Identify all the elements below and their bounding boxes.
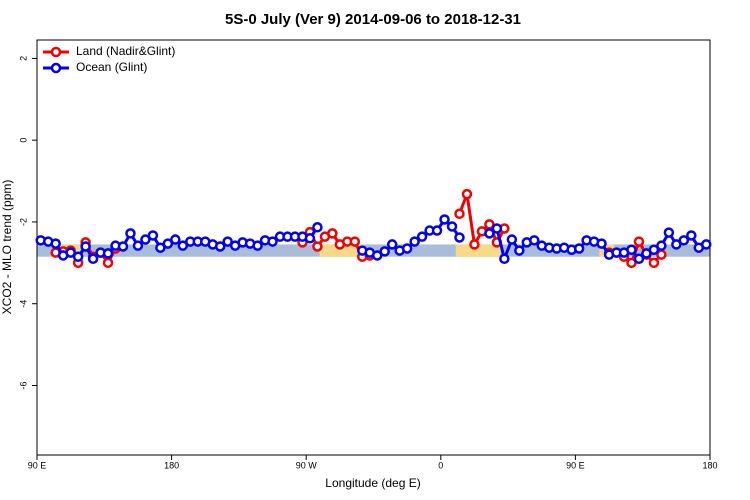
data-point xyxy=(633,236,645,247)
data-point xyxy=(401,243,413,254)
data-point xyxy=(102,257,114,269)
y-tick-label: 0 xyxy=(18,138,28,143)
data-point xyxy=(65,247,76,258)
data-point xyxy=(446,221,458,232)
data-point xyxy=(312,222,323,233)
data-point xyxy=(484,228,495,239)
data-point xyxy=(379,246,390,257)
data-point xyxy=(626,257,637,269)
data-point xyxy=(304,233,316,244)
data-point xyxy=(80,241,91,252)
data-point xyxy=(656,240,667,251)
data-point xyxy=(155,242,166,253)
data-point xyxy=(671,239,682,250)
data-point xyxy=(267,236,278,247)
data-point xyxy=(596,238,607,249)
data-point xyxy=(371,250,383,261)
data-point xyxy=(177,240,189,251)
data-point xyxy=(491,223,503,234)
x-tick-label: 90 E xyxy=(28,460,47,470)
data-point xyxy=(125,228,136,239)
data-point xyxy=(626,244,637,255)
data-point xyxy=(678,235,690,246)
data-point xyxy=(648,257,660,269)
chart-title: 5S-0 July (Ver 9) 2014-09-06 to 2018-12-… xyxy=(225,11,521,28)
legend-marker xyxy=(50,62,62,74)
data-point xyxy=(499,253,510,264)
data-point xyxy=(416,231,428,242)
x-tick-label: 180 xyxy=(702,460,717,470)
y-tick-label: 2 xyxy=(18,56,28,61)
data-point xyxy=(132,240,144,251)
data-point xyxy=(431,225,443,236)
reference-band xyxy=(319,244,365,257)
y-tick-label: -2 xyxy=(18,218,28,226)
data-point xyxy=(454,208,465,220)
data-point xyxy=(312,241,323,252)
reference-band xyxy=(455,244,501,257)
data-point xyxy=(506,234,518,245)
data-point xyxy=(648,244,660,255)
data-point xyxy=(102,248,114,259)
data-point xyxy=(454,232,465,243)
x-tick-label: 90 W xyxy=(296,460,318,470)
data-point xyxy=(170,234,181,245)
legend-marker xyxy=(50,46,62,58)
data-point xyxy=(50,238,61,249)
data-point xyxy=(701,239,712,250)
data-point xyxy=(409,236,420,247)
y-tick-label: -6 xyxy=(18,381,28,389)
data-point xyxy=(439,214,450,225)
data-point xyxy=(686,230,697,241)
data-point xyxy=(162,238,174,249)
data-point xyxy=(461,188,473,200)
data-point xyxy=(514,245,525,256)
data-point xyxy=(72,251,84,262)
data-point xyxy=(140,234,151,245)
data-point xyxy=(222,236,233,247)
y-tick-label: -4 xyxy=(18,300,28,308)
data-point xyxy=(663,227,675,238)
data-point xyxy=(214,241,226,252)
data-point xyxy=(573,243,585,254)
data-point xyxy=(386,239,398,250)
data-point xyxy=(633,253,645,264)
data-point xyxy=(349,236,361,247)
legend-label: Ocean (Glint) xyxy=(76,60,147,74)
x-tick-label: 0 xyxy=(438,460,443,470)
x-tick-label: 90 E xyxy=(566,460,585,470)
x-axis-label: Longitude (deg E) xyxy=(325,476,420,490)
legend-label: Land (Nadir&Glint) xyxy=(76,44,175,58)
x-tick-label: 180 xyxy=(164,460,179,470)
data-point xyxy=(117,241,129,252)
data-point xyxy=(469,239,480,250)
data-point xyxy=(252,240,263,251)
data-point xyxy=(529,235,540,246)
data-point xyxy=(87,253,99,264)
data-point xyxy=(327,228,338,239)
y-axis-label: XCO2 - MLO trend (ppm) xyxy=(0,180,14,315)
data-point xyxy=(147,230,159,241)
